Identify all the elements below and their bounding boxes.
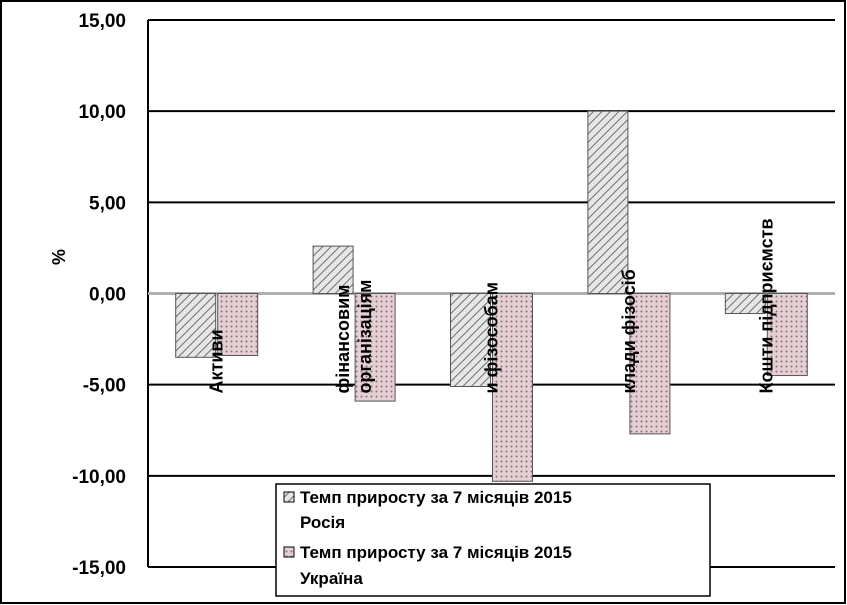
legend-box [275, 483, 711, 597]
legend-label-russia-line1: Темп приросту за 7 місяців 2015 [300, 488, 572, 507]
bar-ukraine [217, 293, 259, 356]
category-label: фінансовим [333, 285, 353, 394]
bar-ukraine [354, 293, 396, 402]
legend: Темп приросту за 7 місяців 2015 Росія Те… [275, 483, 711, 597]
category-label: Кошти підприємств [756, 218, 776, 393]
legend-label-russia-line2: Росія [300, 513, 345, 532]
legend-swatch-ukraine [283, 546, 295, 558]
y-tick-label: 5,00 [89, 193, 126, 214]
category-label: Активи [207, 329, 227, 393]
bar-russia [450, 293, 491, 387]
bar-russia [175, 293, 217, 358]
legend-swatch-russia [283, 491, 295, 503]
y-tick-label: 15,00 [78, 11, 126, 32]
y-tick-label: -5,00 [83, 376, 126, 397]
y-tick-label: 10,00 [78, 102, 126, 123]
category-label: и фізособам [482, 282, 502, 394]
y-axis-label: % [48, 249, 68, 265]
bar-russia [312, 245, 354, 295]
bar-russia [724, 293, 766, 315]
category-label: організаціям [355, 280, 375, 394]
y-tick-label: 0,00 [89, 285, 126, 306]
legend-label-ukraine-line1: Темп приросту за 7 місяців 2015 [300, 543, 572, 562]
bar-ukraine [492, 293, 533, 482]
bars [175, 110, 808, 482]
category-labels: Активи фінансовим організаціям и фізособам к… [207, 218, 777, 393]
y-tick-label: -10,00 [72, 467, 126, 488]
y-axis-ticks: 15,00 10,00 5,00 0,00 -5,00 -10,00 -15,00 [72, 11, 126, 579]
bar-russia [587, 110, 629, 294]
category-label: клади фізосіб [619, 269, 639, 393]
y-tick-label: -15,00 [72, 558, 126, 579]
legend-label-ukraine-line2: Україна [300, 569, 363, 588]
bar-ukraine [766, 293, 808, 377]
bar-ukraine [629, 293, 671, 435]
